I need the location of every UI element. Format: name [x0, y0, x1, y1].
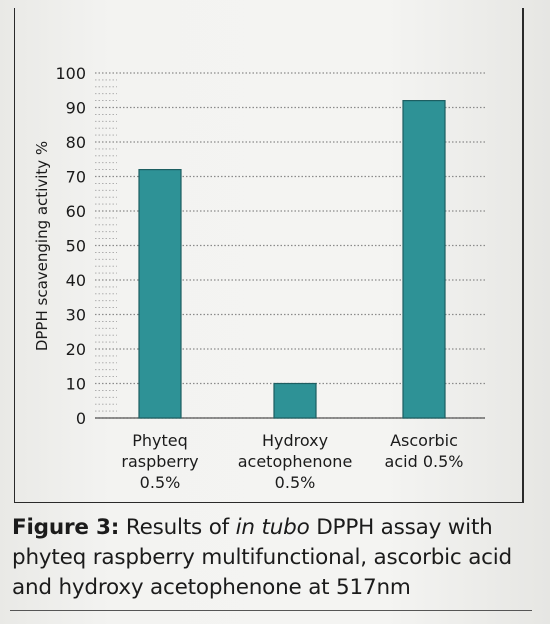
y-tick-label: 90: [66, 99, 86, 118]
x-tick-label: Ascorbic: [390, 431, 458, 450]
bar-chart: 0 10 20 30 40 50 60 70 80 90 100 DPPH scavenging ac…: [33, 64, 485, 492]
x-tick-label: 0.5%: [275, 473, 316, 492]
x-tick-label: Phyteq: [132, 431, 188, 450]
x-tick-label: 0.5%: [140, 473, 181, 492]
y-tick-label: 40: [66, 271, 86, 290]
x-tick-label: Hydroxy: [262, 431, 328, 450]
y-tick-label: 30: [66, 306, 86, 325]
x-tick-label: raspberry: [121, 452, 198, 471]
y-axis-title: DPPH scavenging activity %: [33, 141, 51, 351]
chart-frame: [14, 8, 524, 503]
caption-text-after: DPPH assay with phyteq raspberry multifu…: [12, 515, 513, 600]
bar: [273, 382, 317, 419]
x-tick-label: acid 0.5%: [385, 452, 464, 471]
figure-caption: Figure 3: Results of in tubo DPPH assay …: [12, 513, 537, 603]
caption-italic: in tubo: [235, 515, 310, 540]
caption-label: Figure 3:: [12, 515, 120, 540]
caption-rule: [10, 610, 532, 611]
y-tick-label: 80: [66, 133, 86, 152]
y-tick-label: 70: [66, 168, 86, 187]
y-tick-label: 60: [66, 202, 86, 221]
y-tick-label: 0: [76, 409, 86, 428]
bar: [138, 169, 182, 419]
bar: [402, 99, 446, 419]
y-tick-label: 50: [66, 237, 86, 256]
x-tick-label: acetophenone: [238, 452, 353, 471]
y-tick-label: 20: [66, 340, 86, 359]
y-tick-label: 100: [55, 64, 86, 83]
caption-text-before: Results of: [119, 515, 236, 540]
y-tick-label: 10: [66, 375, 86, 394]
